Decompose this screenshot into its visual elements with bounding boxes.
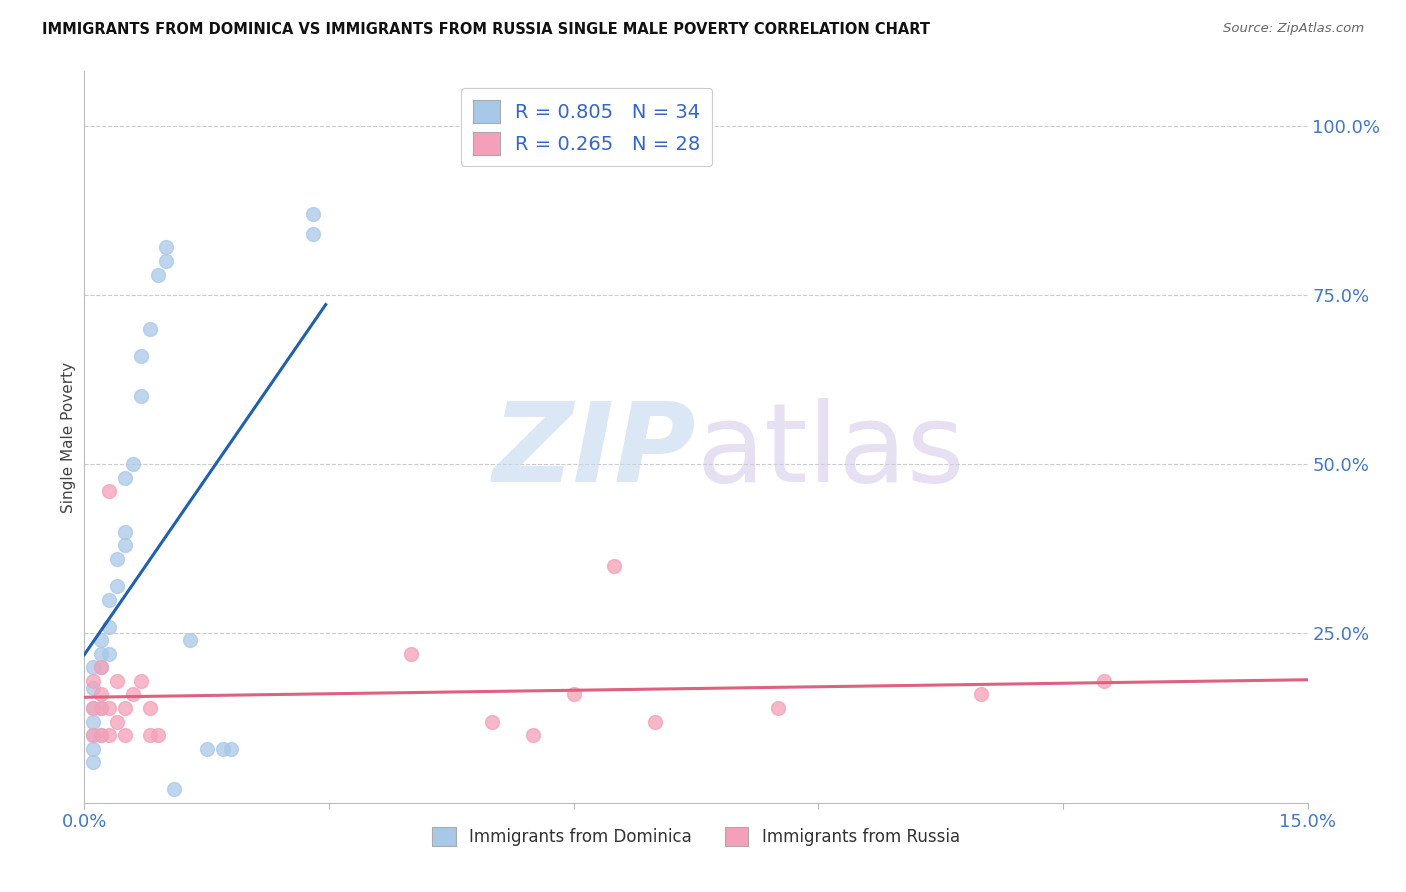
Point [90,647,112,661]
Point [522,728,544,742]
Text: ZIP: ZIP [492,398,696,505]
Point [90,701,112,715]
Legend: Immigrants from Dominica, Immigrants from Russia: Immigrants from Dominica, Immigrants fro… [426,821,966,853]
Point [97,701,120,715]
Point [122,688,145,702]
Point [195,741,218,756]
Point [90,701,112,715]
Point [82,728,104,742]
Point [138,701,160,715]
Point [82,701,104,715]
Point [82,714,104,729]
Y-axis label: Single Male Poverty: Single Male Poverty [60,361,76,513]
Point [114,471,136,485]
Point [114,728,136,742]
Point [82,681,104,695]
Point [146,728,169,742]
Point [105,579,128,593]
Point [82,660,104,674]
Point [301,206,323,220]
Point [1092,673,1115,688]
Point [97,592,120,607]
Point [301,227,323,241]
Point [90,660,112,674]
Point [97,647,120,661]
Point [399,647,422,661]
Point [603,558,626,573]
Point [138,322,160,336]
Point [90,660,112,674]
Point [114,524,136,539]
Text: Source: ZipAtlas.com: Source: ZipAtlas.com [1223,22,1364,36]
Point [131,389,153,403]
Point [97,620,120,634]
Point [90,728,112,742]
Point [155,240,177,254]
Point [105,714,128,729]
Point [155,254,177,268]
Text: IMMIGRANTS FROM DOMINICA VS IMMIGRANTS FROM RUSSIA SINGLE MALE POVERTY CORRELATI: IMMIGRANTS FROM DOMINICA VS IMMIGRANTS F… [42,22,931,37]
Point [97,484,120,499]
Point [146,268,169,282]
Point [131,673,153,688]
Point [179,633,201,648]
Point [114,538,136,552]
Point [644,714,666,729]
Point [122,457,145,471]
Point [90,728,112,742]
Point [82,673,104,688]
Point [90,688,112,702]
Point [90,633,112,648]
Point [970,688,993,702]
Point [212,741,235,756]
Point [82,728,104,742]
Point [163,782,186,797]
Point [138,728,160,742]
Point [82,741,104,756]
Point [82,701,104,715]
Text: atlas: atlas [696,398,965,505]
Point [131,349,153,363]
Point [114,701,136,715]
Point [105,552,128,566]
Point [562,688,585,702]
Point [766,701,789,715]
Point [219,741,242,756]
Point [82,755,104,769]
Point [481,714,503,729]
Point [97,728,120,742]
Point [105,673,128,688]
